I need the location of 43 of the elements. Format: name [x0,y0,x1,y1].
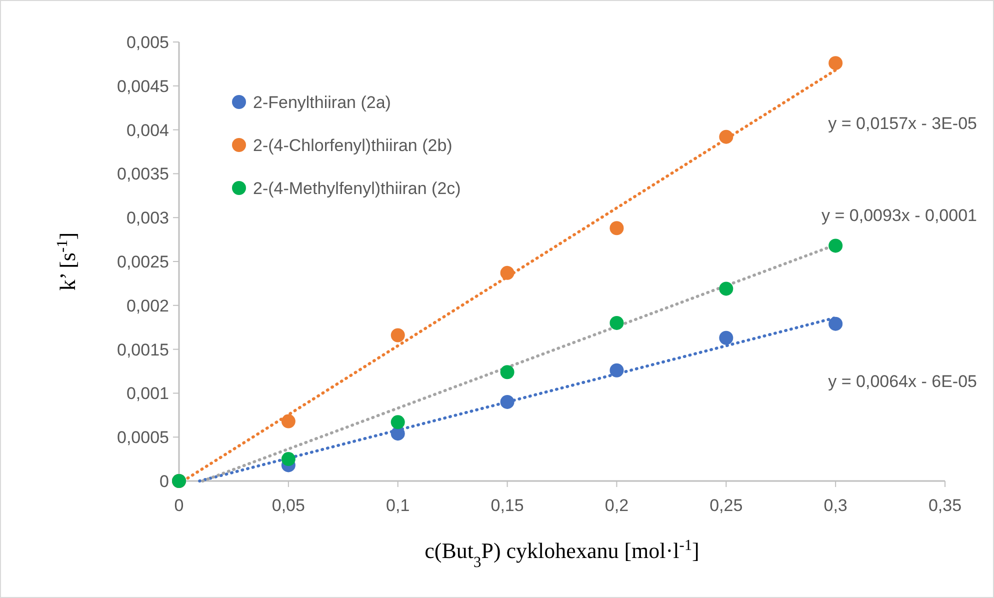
x-tick-label: 0,3 [824,496,848,515]
y-tick-label: 0,004 [126,120,169,140]
legend-label: 2-(4-Methylfenyl)thiiran (2c) [253,178,461,198]
y-tick-label: 0,002 [126,296,169,316]
point [390,415,405,430]
x-tick-label: 0,2 [604,496,629,515]
point [390,328,405,342]
point [610,221,624,236]
y-tick-label: 0,0025 [117,252,169,272]
point [828,316,843,331]
point [500,266,514,280]
point [828,56,843,70]
point [281,452,296,466]
point [719,282,734,296]
legend-label: 2-(4-Chlorfenyl)thiiran (2b) [253,136,452,155]
y-tick-label: 0,0035 [117,164,169,184]
annotation: y = 0,0157x - 3E-05 [828,114,977,133]
y-tick-label: 0,003 [126,208,169,228]
y-tick-label: 0,0015 [117,340,169,360]
annotation: y = 0,0064x - 6E-05 [828,372,977,391]
x-axis-title: c(But$_{3}$P) cyklohexanu [mol·l$^{-1}$] [424,536,700,570]
point [610,316,624,330]
point [281,414,296,428]
point [390,426,405,441]
point [500,394,514,409]
y-tick-label: 0,0005 [117,428,169,448]
x-tick-label: 0 [174,496,184,515]
point [610,363,624,378]
point [828,238,843,253]
x-tick-label: 0,35 [928,496,962,515]
x-tick-label: 0,05 [272,496,305,515]
x-tick-label: 0,25 [710,496,743,515]
point [719,130,734,144]
point [719,330,734,345]
legend-label: 2-Fenylthiiran (2a) [253,92,391,112]
x-tick-label: 0,1 [386,496,410,515]
y-tick-label: 0 [160,472,169,491]
point [500,365,514,380]
x-tick-label: 0,15 [490,496,524,515]
annotation: y = 0,0093x - 0,0001 [822,206,977,225]
y-tick-label: 0,0045 [117,76,169,96]
y-tick-label: 0,005 [126,32,169,52]
y-tick-label: 0,001 [126,384,169,404]
